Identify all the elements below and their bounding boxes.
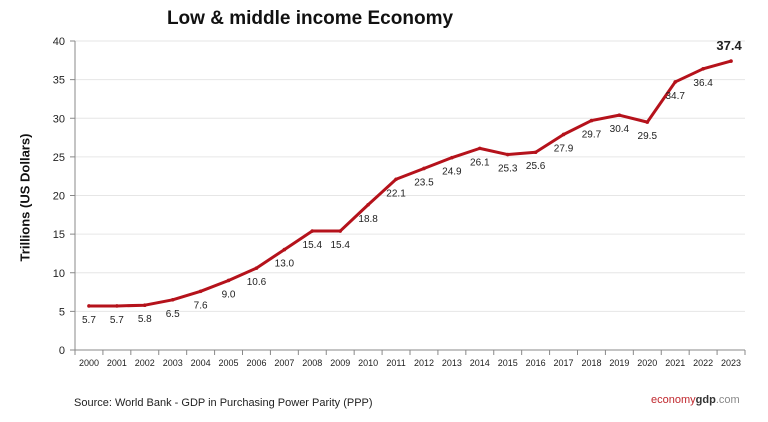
y-tick-label: 5 <box>59 306 65 318</box>
data-label: 10.6 <box>247 277 267 288</box>
data-label: 7.6 <box>194 300 208 311</box>
data-point <box>589 118 594 123</box>
data-point <box>142 303 147 307</box>
data-point <box>282 247 287 252</box>
x-tick-label: 2004 <box>191 358 211 368</box>
logo-part: .com <box>715 394 740 406</box>
data-label: 25.3 <box>498 164 518 175</box>
series-line <box>88 59 732 308</box>
data-label: 27.9 <box>554 143 574 154</box>
data-label: 6.5 <box>166 309 180 320</box>
data-point <box>505 152 510 157</box>
x-tick-label: 2018 <box>581 358 601 368</box>
data-label: 15.4 <box>330 240 350 251</box>
x-tick-label: 2007 <box>274 358 294 368</box>
data-label: 5.7 <box>82 315 96 326</box>
data-point <box>198 289 203 294</box>
x-tick-label: 2020 <box>637 358 657 368</box>
x-tick-label: 2011 <box>386 358 405 368</box>
x-tick-label: 2005 <box>219 358 239 368</box>
x-tick-label: 2000 <box>79 358 99 368</box>
data-point <box>87 304 91 308</box>
data-point <box>477 146 482 151</box>
data-point <box>729 59 733 63</box>
data-point <box>673 80 678 84</box>
economygdp-logo: economygdp.com <box>651 394 740 406</box>
data-label: 15.4 <box>303 240 323 251</box>
data-label: 29.7 <box>582 130 602 141</box>
x-tick-label: 2017 <box>554 358 574 368</box>
x-tick-label: 2002 <box>135 358 155 368</box>
data-label: 23.5 <box>414 177 434 188</box>
x-tick-label: 2008 <box>302 358 322 368</box>
x-tick-label: 2015 <box>498 358 518 368</box>
x-tick-label: 2012 <box>414 358 434 368</box>
logo-part: economy <box>651 394 696 406</box>
y-tick-label: 25 <box>53 152 65 164</box>
x-tick-label: 2009 <box>330 358 350 368</box>
data-point <box>226 278 231 283</box>
x-tick-label: 2014 <box>470 358 490 368</box>
data-label: 36.4 <box>693 78 713 89</box>
data-label: 24.9 <box>442 167 462 178</box>
y-tick-label: 0 <box>59 345 65 357</box>
x-tick-label: 2021 <box>665 358 685 368</box>
source-note: Source: World Bank - GDP in Purchasing P… <box>74 397 373 409</box>
x-tick-label: 2006 <box>246 358 266 368</box>
y-tick-label: 20 <box>53 191 65 203</box>
data-point <box>338 229 343 233</box>
data-point <box>422 166 426 171</box>
y-tick-label: 30 <box>53 113 65 125</box>
logo-part: gdp <box>695 394 716 406</box>
data-point <box>701 67 705 71</box>
data-label: 9.0 <box>222 289 236 300</box>
chart-title: Low & middle income Economy <box>166 8 454 29</box>
data-label: 18.8 <box>358 214 378 225</box>
data-label: 13.0 <box>275 259 295 270</box>
x-tick-label: 2001 <box>107 358 127 368</box>
data-point <box>394 177 398 182</box>
data-point <box>533 150 538 155</box>
data-point <box>366 202 370 207</box>
data-label: 22.1 <box>386 188 406 199</box>
y-tick-label: 15 <box>53 229 65 241</box>
data-label: 29.5 <box>638 131 658 142</box>
x-tick-label: 2016 <box>526 358 546 368</box>
data-point <box>115 304 119 308</box>
x-tick-label: 2003 <box>163 358 183 368</box>
data-label: 25.6 <box>526 161 546 172</box>
data-label: 5.8 <box>138 314 152 325</box>
data-label: 30.4 <box>610 124 630 135</box>
x-tick-label: 2023 <box>721 358 741 368</box>
data-label: 26.1 <box>470 157 490 168</box>
x-tick-label: 2013 <box>442 358 462 368</box>
data-point <box>561 132 566 137</box>
data-point <box>170 297 175 302</box>
data-point <box>450 155 454 160</box>
y-tick-label: 40 <box>53 36 65 48</box>
x-tick-label: 2010 <box>358 358 378 368</box>
data-label: 5.7 <box>110 315 124 326</box>
x-tick-label: 2019 <box>609 358 629 368</box>
y-tick-label: 10 <box>53 268 65 280</box>
y-tick-label: 35 <box>53 75 65 87</box>
data-point <box>645 120 650 124</box>
data-label: 37.4 <box>716 38 742 53</box>
data-point <box>617 113 622 117</box>
data-point <box>254 266 259 270</box>
x-tick-label: 2022 <box>693 358 713 368</box>
data-point <box>310 229 315 233</box>
data-label: 34.7 <box>665 91 685 102</box>
